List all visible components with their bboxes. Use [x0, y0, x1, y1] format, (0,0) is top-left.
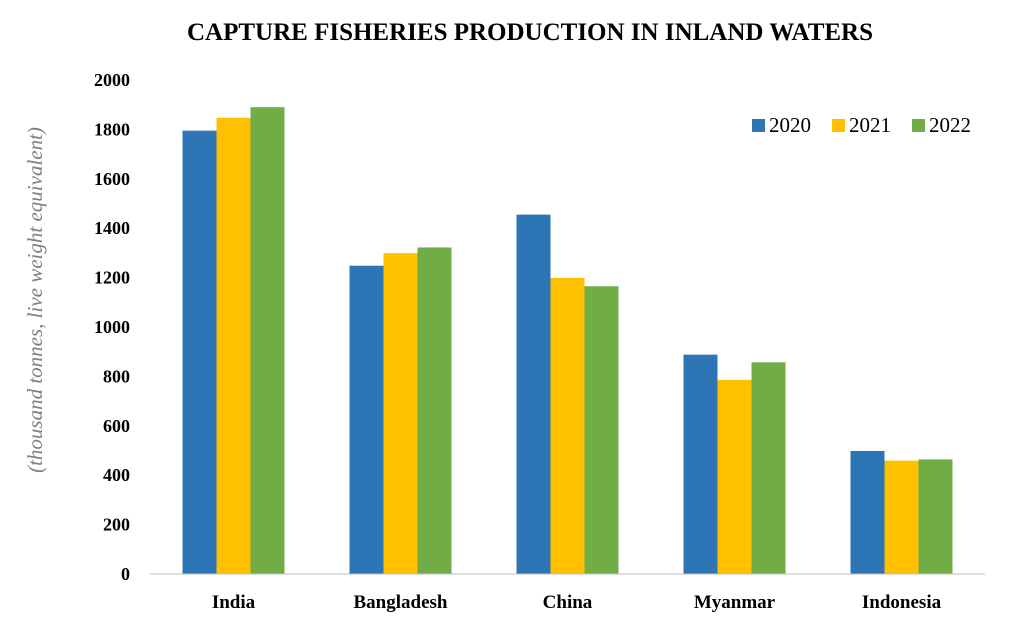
bar-myanmar-2022	[751, 362, 786, 574]
bar-myanmar-2021	[717, 379, 752, 574]
y-tick-label: 400	[103, 465, 130, 485]
bar-india-2022	[250, 107, 285, 575]
bar-bangladesh-2021	[383, 253, 418, 574]
y-tick-label: 0	[121, 564, 130, 584]
bar-china-2021	[550, 277, 585, 574]
legend-label: 2020	[769, 113, 811, 137]
y-axis-label: (thousand tonnes, live weight equivalent…	[23, 127, 47, 473]
y-tick-label: 1000	[94, 317, 130, 337]
legend-swatch-2021	[832, 119, 845, 132]
x-tick-label: Indonesia	[862, 592, 942, 613]
legend-label: 2021	[849, 113, 891, 137]
y-tick-label: 1400	[94, 218, 130, 238]
y-tick-label: 800	[103, 366, 130, 386]
bar-bangladesh-2022	[417, 247, 452, 574]
bar-indonesia-2020	[850, 450, 885, 574]
y-tick-label: 600	[103, 416, 130, 436]
bar-china-2022	[584, 286, 619, 574]
y-tick-label: 2000	[94, 70, 130, 90]
bar-india-2021	[216, 117, 251, 574]
legend-swatch-2022	[912, 119, 925, 132]
bar-indonesia-2021	[884, 460, 919, 574]
x-tick-label: Bangladesh	[354, 592, 448, 613]
y-tick-label: 1200	[94, 268, 130, 288]
bar-indonesia-2022	[918, 459, 953, 574]
chart-title: CAPTURE FISHERIES PRODUCTION IN INLAND W…	[187, 19, 873, 46]
bar-myanmar-2020	[683, 354, 718, 574]
y-tick-label: 1800	[94, 119, 130, 139]
plot-area: 0 200 400 600 800 1000 1200 1400 1600 1800 2000 Ind…	[94, 70, 985, 613]
x-tick-label: India	[212, 592, 256, 613]
bar-bangladesh-2020	[349, 265, 384, 574]
x-tick-label: Myanmar	[694, 592, 776, 613]
legend-label: 2022	[929, 113, 971, 137]
legend: 2020 2021 2022	[752, 113, 971, 137]
y-tick-label: 1600	[94, 169, 130, 189]
legend-swatch-2020	[752, 119, 765, 132]
bar-india-2020	[182, 130, 217, 574]
x-tick-label: China	[543, 592, 593, 613]
bar-china-2020	[516, 214, 551, 575]
y-tick-label: 200	[103, 515, 130, 535]
